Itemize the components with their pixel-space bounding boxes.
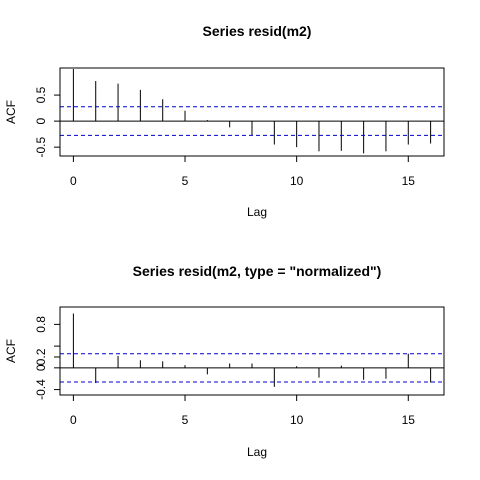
y-axis-label: ACF [4, 339, 18, 363]
y-tick-label: -0.5 [34, 136, 48, 157]
x-axis-label: Lag [247, 205, 267, 219]
x-tick-label: 15 [402, 174, 416, 188]
y-tick-label: 0.8 [34, 316, 48, 333]
y-tick-label: 0 [34, 364, 48, 371]
y-tick-label: 0.5 [34, 86, 48, 103]
x-tick-label: 10 [290, 174, 304, 188]
x-axis-label: Lag [247, 445, 267, 459]
acf-panel-resid-normalized: Series resid(m2, type = "normalized") 0 5… [4, 263, 445, 459]
y-tick-label: 0.2 [34, 348, 48, 365]
chart-title: Series resid(m2) [203, 23, 312, 39]
x-tick-label: 5 [182, 413, 189, 427]
x-tick-label: 15 [402, 413, 416, 427]
x-tick-label: 0 [70, 413, 77, 427]
x-tick-label: 10 [290, 413, 304, 427]
y-axis-label: ACF [4, 100, 18, 124]
x-tick-label: 5 [182, 174, 189, 188]
x-tick-label: 0 [70, 174, 77, 188]
y-tick-label: -0.4 [34, 379, 48, 400]
acf-panel-resid: Series resid(m2) 0 5 10 15 -0.5 0 0.5 Lag ACF [4, 23, 445, 219]
y-tick-label: 0 [34, 117, 48, 124]
chart-title: Series resid(m2, type = "normalized") [133, 263, 382, 279]
